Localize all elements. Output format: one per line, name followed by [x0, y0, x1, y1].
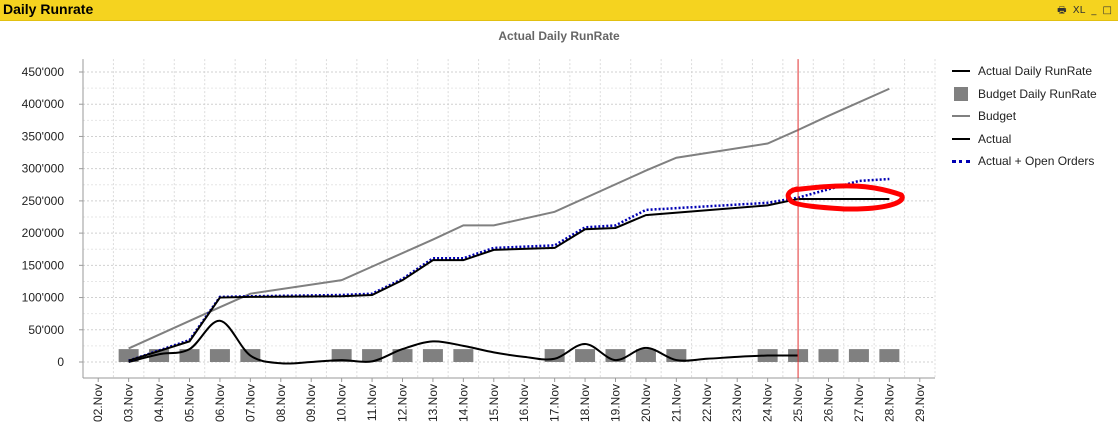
x-tick-label: 18.Nov: [578, 384, 592, 422]
x-tick-label: 11.Nov: [365, 384, 379, 421]
legend-label: Actual Daily RunRate: [978, 64, 1093, 78]
legend-label: Budget: [978, 109, 1017, 123]
x-tick-label: 27.Nov: [852, 384, 866, 422]
x-tick-label: 19.Nov: [609, 384, 623, 422]
x-tick-label: 06.Nov: [213, 384, 227, 422]
legend-label: Actual + Open Orders: [978, 154, 1095, 168]
x-tick-label: 08.Nov: [274, 384, 288, 422]
x-tick-label: 05.Nov: [183, 384, 197, 422]
window-title: Daily Runrate: [3, 1, 94, 17]
x-tick-label: 26.Nov: [822, 384, 836, 422]
x-tick-label: 20.Nov: [639, 384, 653, 422]
y-tick-label: 100'000: [22, 291, 65, 305]
x-tick-label: 12.Nov: [396, 384, 410, 422]
budget-daily-runrate-box: [575, 349, 596, 362]
y-tick-label: 300'000: [22, 162, 65, 176]
x-tick-label: 23.Nov: [730, 384, 744, 422]
y-tick-label: 200'000: [22, 226, 65, 240]
budget-daily-runrate-box: [179, 349, 200, 362]
budget-daily-runrate-box: [848, 349, 869, 362]
budget-daily-runrate-box: [362, 349, 383, 362]
budget-daily-runrate-box: [392, 349, 413, 362]
y-tick-label: 450'000: [22, 65, 65, 79]
print-icon[interactable]: 🖶: [1057, 5, 1067, 16]
x-tick-label: 07.Nov: [243, 384, 257, 422]
x-tick-label: 15.Nov: [487, 384, 501, 422]
x-tick-label: 21.Nov: [669, 384, 683, 422]
legend-swatch: [952, 160, 970, 163]
x-tick-label: 16.Nov: [517, 384, 531, 422]
window-tools: 🖶 XL _ □: [1054, 3, 1112, 20]
x-tick-label: 22.Nov: [700, 384, 714, 422]
legend-swatch: [952, 137, 970, 140]
legend-swatch: [952, 70, 970, 72]
x-tick-label: 13.Nov: [426, 384, 440, 422]
series-budget: [128, 87, 890, 350]
legend-swatch: [952, 115, 970, 117]
x-tick-label: 02.Nov: [91, 384, 105, 422]
x-tick-label: 04.Nov: [152, 384, 166, 422]
series-actual-daily-runrate: [128, 319, 799, 365]
x-tick-label: 10.Nov: [335, 384, 349, 422]
legend-label: Actual: [978, 131, 1012, 146]
budget-daily-runrate-box: [879, 349, 900, 362]
maximize-button[interactable]: □: [1102, 5, 1112, 16]
y-tick-label: 0: [57, 355, 64, 369]
y-tick-label: 50'000: [28, 323, 64, 337]
y-tick-label: 350'000: [22, 129, 65, 143]
y-tick-label: 150'000: [22, 258, 65, 272]
window-titlebar: Daily Runrate 🖶 XL _ □: [0, 0, 1118, 21]
series-actual-open-orders: [128, 177, 890, 362]
x-tick-label: 03.Nov: [122, 384, 136, 422]
budget-daily-runrate-box: [209, 349, 230, 362]
budget-daily-runrate-box: [422, 349, 443, 362]
chart-title: Actual Daily RunRate: [498, 29, 620, 43]
legend-swatch: [954, 86, 968, 101]
excel-export-button[interactable]: XL: [1072, 5, 1086, 16]
budget-daily-runrate-box: [453, 349, 474, 362]
budget-daily-runrate-box: [635, 349, 656, 362]
legend-label: Budget Daily RunRate: [978, 86, 1097, 101]
x-tick-label: 29.Nov: [913, 384, 927, 422]
x-tick-label: 14.Nov: [456, 384, 470, 422]
x-tick-label: 17.Nov: [548, 384, 562, 422]
x-tick-label: 24.Nov: [761, 384, 775, 422]
budget-daily-runrate-box: [331, 349, 352, 362]
minimize-button[interactable]: _: [1091, 5, 1097, 16]
x-tick-label: 25.Nov: [791, 384, 805, 422]
highlight-annotation: [785, 183, 905, 212]
series-actual: [128, 197, 890, 362]
x-tick-label: 28.Nov: [882, 384, 896, 422]
y-tick-label: 400'000: [22, 97, 65, 111]
y-tick-label: 250'000: [22, 194, 65, 208]
budget-daily-runrate-box: [818, 349, 839, 362]
x-tick-label: 09.Nov: [304, 384, 318, 422]
